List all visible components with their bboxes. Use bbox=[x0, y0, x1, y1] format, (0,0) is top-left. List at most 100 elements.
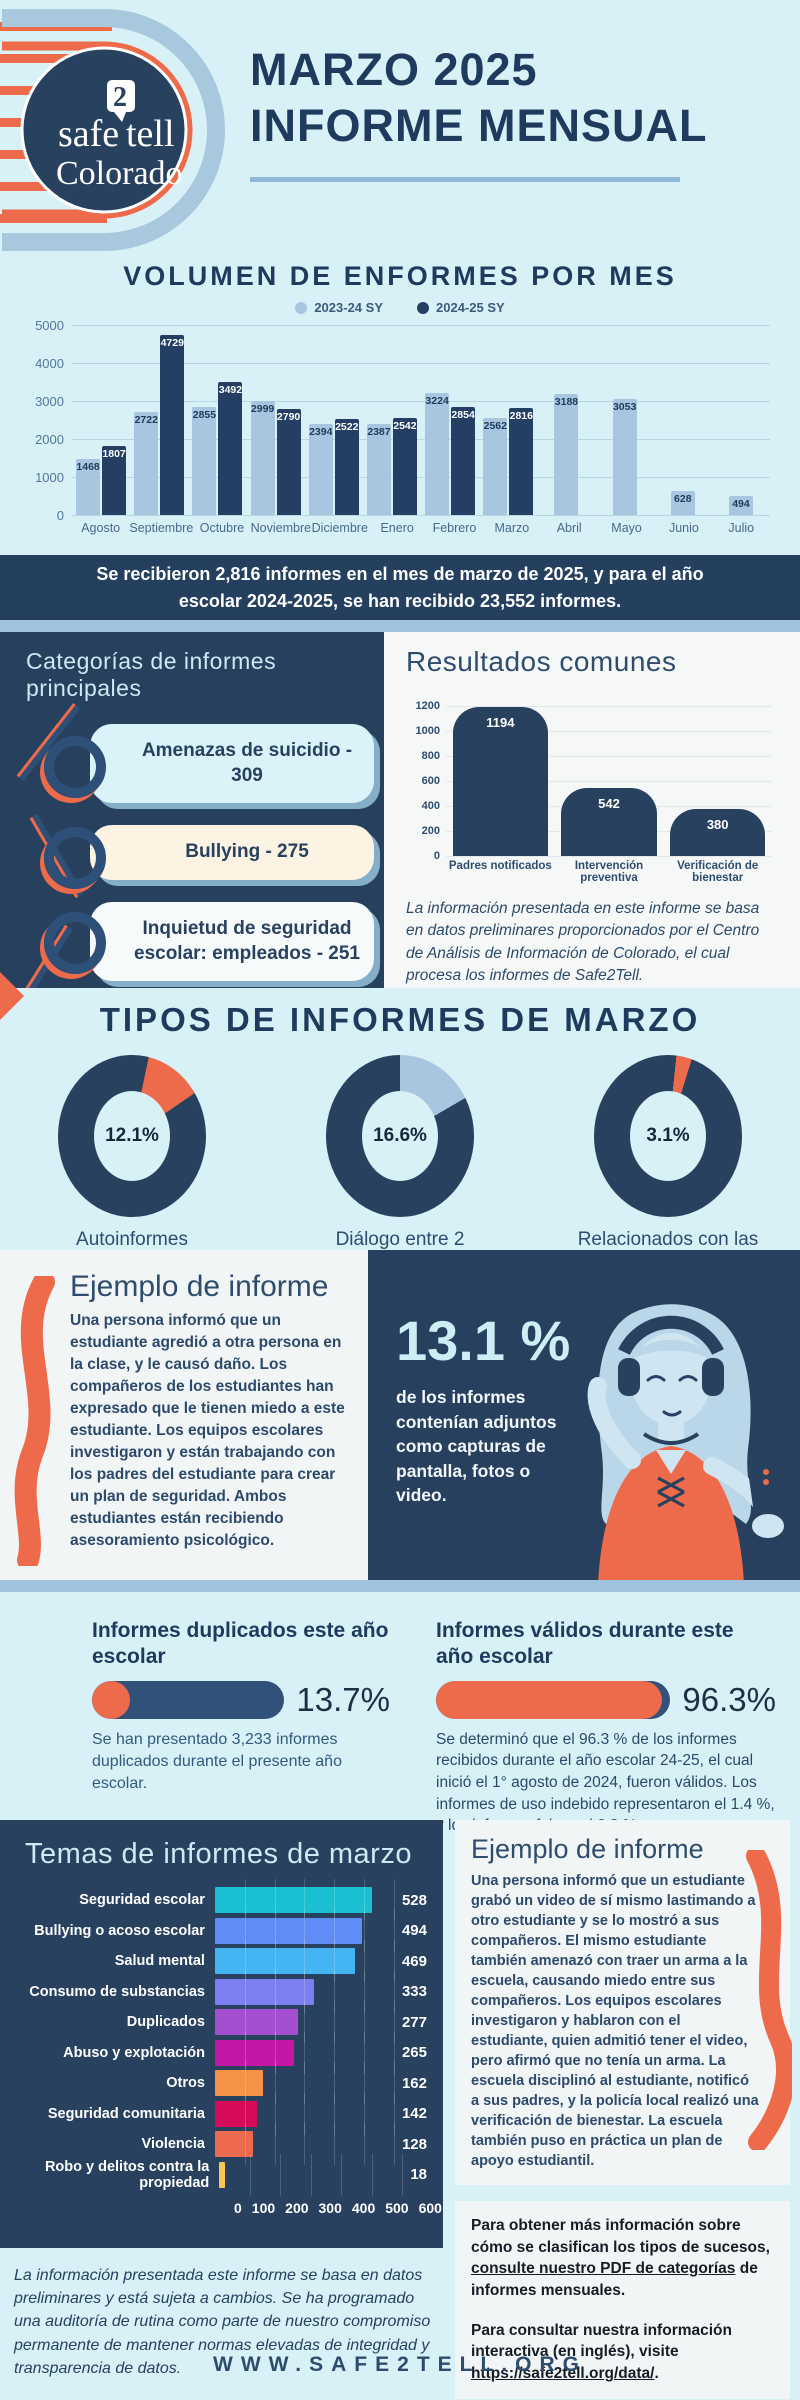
month-group: 3053 bbox=[596, 325, 654, 515]
bar-2023-24: 2562 bbox=[483, 417, 508, 515]
duplicates-title: Informes duplicados este año escolar bbox=[92, 1619, 389, 1669]
topic-bar bbox=[214, 2100, 258, 2127]
divider-strip bbox=[0, 620, 800, 632]
divider-strip bbox=[0, 1580, 800, 1592]
month-group: 628 bbox=[654, 325, 712, 515]
example2-column: Ejemplo de informe Una persona informó q… bbox=[443, 1810, 800, 2399]
donut-autoinformes: 12.1% Autoinformes bbox=[37, 1055, 227, 1278]
bar-2024-25: 2542 bbox=[392, 418, 417, 515]
donut-chart: 16.6% bbox=[326, 1055, 474, 1217]
y-tick: 0 bbox=[56, 508, 64, 523]
header: safe tell Colorado 2 MARZO 2025 INFORME … bbox=[0, 0, 800, 255]
outcomes-panel: Resultados comunes 1200 1000 800 600 400… bbox=[384, 632, 800, 988]
orange-brace-decoration bbox=[14, 1276, 55, 1566]
bar-2024-25: 1807 bbox=[102, 446, 127, 515]
category-pill-school-safety: Inquietud de seguridad escolar: empleado… bbox=[44, 902, 374, 982]
duplicates-progress-bar bbox=[92, 1680, 285, 1719]
bar-2024-25: 2816 bbox=[509, 408, 534, 515]
outcomes-axis-labels: Padres notificados Intervención preventi… bbox=[448, 860, 759, 884]
month-group: 2999 2790 bbox=[247, 325, 305, 515]
bar-2023-24: 3053 bbox=[612, 399, 637, 515]
pdf-categories-link[interactable]: consulte nuestro PDF de categorías bbox=[471, 2260, 736, 2278]
legend-2024-25: 2024-25 SY bbox=[417, 300, 505, 315]
month-group: 2562 2816 bbox=[479, 325, 537, 515]
bar-2023-24: 3224 bbox=[425, 392, 450, 515]
donut-chart: 3.1% bbox=[594, 1055, 742, 1217]
attachment-percentage: 13.1 % bbox=[396, 1309, 571, 1372]
bar-2023-24: 1468 bbox=[76, 459, 101, 515]
report-types-title: TIPOS DE INFORMES DE MARZO bbox=[99, 1001, 701, 1038]
y-tick: 2000 bbox=[35, 432, 64, 447]
month-group: 2722 4729 bbox=[130, 325, 188, 515]
donut-dialogo: 16.6% Diálogo entre 2 personas bbox=[305, 1055, 495, 1278]
categories-title: Categorías de informes principales bbox=[26, 648, 277, 701]
monthly-chart-title: VOLUMEN DE ENFORMES POR MES bbox=[123, 261, 677, 291]
topics-bar-chart: Seguridad escolar 528 Bullying o acoso es… bbox=[10, 1879, 442, 2216]
safe2tell-logo: safe tell Colorado 2 bbox=[0, 8, 225, 251]
title-underline bbox=[250, 176, 680, 182]
valid-reports-block: Informes válidos durante este año escola… bbox=[400, 1592, 800, 1837]
logo-word-colorado: Colorado bbox=[56, 155, 183, 192]
topics-x-axis: 0 100 200 300 400 500 600 bbox=[234, 2200, 442, 2216]
example-report-2-panel: Ejemplo de informe Una persona informó q… bbox=[455, 1820, 792, 2185]
valid-percentage: 96.3% bbox=[682, 1680, 776, 1718]
month-group: 3224 2854 bbox=[421, 325, 479, 515]
legend-dot-dark bbox=[417, 301, 429, 314]
topics-example2-section: Temas de informes de marzo Seguridad esc… bbox=[0, 1810, 800, 2399]
logo-word-tell: tell bbox=[126, 113, 175, 155]
category-pill-suicide: Amenazas de suicidio - 309 bbox=[44, 724, 374, 804]
legend-label-light: 2023-24 SY bbox=[314, 300, 383, 315]
outcome-bar: 1194 bbox=[452, 706, 549, 856]
topics-panel: Temas de informes de marzo Seguridad esc… bbox=[0, 1820, 443, 2248]
donut-chart: 12.1% bbox=[58, 1055, 206, 1217]
donut-row: 12.1% Autoinformes 16.6% Diálogo entre 2… bbox=[0, 1055, 800, 1278]
month-group: 494 bbox=[712, 325, 770, 515]
outcomes-title: Resultados comunes bbox=[406, 646, 677, 677]
example-2-body: Una persona informó que un estudiante gr… bbox=[471, 1873, 759, 2169]
outcome-bar: 380 bbox=[669, 808, 766, 856]
month-group: 3188 bbox=[537, 325, 595, 515]
logo-bubble-tail bbox=[114, 112, 126, 122]
example-1-body: Una persona informó que un estudiante ag… bbox=[70, 1312, 345, 1549]
logo-word-safe: safe bbox=[58, 113, 119, 155]
report-types-section: TIPOS DE INFORMES DE MARZO 12.1% Autoinf… bbox=[0, 971, 800, 1276]
pdf-info-paragraph: Para obtener más información sobre cómo … bbox=[471, 2217, 770, 2300]
report-title: MARZO 2025 INFORME MENSUAL bbox=[250, 42, 708, 182]
bar-2024-25: 4729 bbox=[160, 335, 185, 515]
valid-title: Informes válidos durante este año escola… bbox=[436, 1619, 734, 1669]
title-line-2: INFORME MENSUAL bbox=[250, 100, 708, 152]
outcome-bar: 542 bbox=[561, 788, 657, 856]
audit-disclaimer: La información presentada este informe s… bbox=[14, 2267, 431, 2377]
topic-bar bbox=[214, 2009, 298, 2036]
example-report-1-section: Ejemplo de informe Una persona informó q… bbox=[0, 1250, 800, 1580]
logo-speech-bubble bbox=[107, 80, 135, 112]
topic-bar bbox=[214, 1948, 355, 1975]
bar-2023-24: 2394 bbox=[308, 424, 333, 515]
duplicates-description: Se han presentado 3,233 informes duplica… bbox=[92, 1730, 342, 1793]
bar-2024-25: 2522 bbox=[334, 419, 359, 515]
example-report-1-panel: Ejemplo de informe Una persona informó q… bbox=[0, 1250, 368, 1580]
summary-banner: Se recibieron 2,816 informes en el mes d… bbox=[0, 555, 800, 620]
topic-bar bbox=[214, 1917, 363, 1944]
topic-bar bbox=[214, 2131, 254, 2158]
interactive-data-paragraph: Para consultar nuestra información inter… bbox=[471, 2321, 732, 2383]
progress-fill bbox=[436, 1680, 662, 1719]
logo-circle bbox=[20, 46, 188, 214]
category-pill-bullying: Bullying - 275 bbox=[44, 825, 374, 890]
duplicates-block: Informes duplicados este año escolar 13.… bbox=[0, 1592, 400, 1837]
legend-dot-light bbox=[295, 301, 308, 314]
month-group: 2855 3492 bbox=[188, 325, 246, 515]
logo-outer-arc bbox=[2, 8, 225, 251]
bar-2024-25: 2790 bbox=[276, 408, 301, 515]
bar-2023-24: 494 bbox=[728, 496, 753, 515]
chain-circle bbox=[44, 736, 106, 798]
example-2-title: Ejemplo de informe bbox=[471, 1834, 704, 1864]
monthly-bar-chart: 5000 4000 3000 2000 1000 0 1468 1807 272… bbox=[35, 318, 770, 523]
safe2tell-data-link[interactable]: https://safe2tell.org/data/ bbox=[471, 2365, 655, 2383]
month-axis-labels: Agosto Septiembre Octubre Noviembre Dici… bbox=[81, 521, 755, 535]
bar-2023-24: 2387 bbox=[366, 424, 391, 515]
categories-panel: Categorías de informes principales Amena… bbox=[0, 632, 384, 988]
title-line-1: MARZO 2025 bbox=[250, 44, 538, 95]
y-tick: 1000 bbox=[35, 470, 64, 485]
